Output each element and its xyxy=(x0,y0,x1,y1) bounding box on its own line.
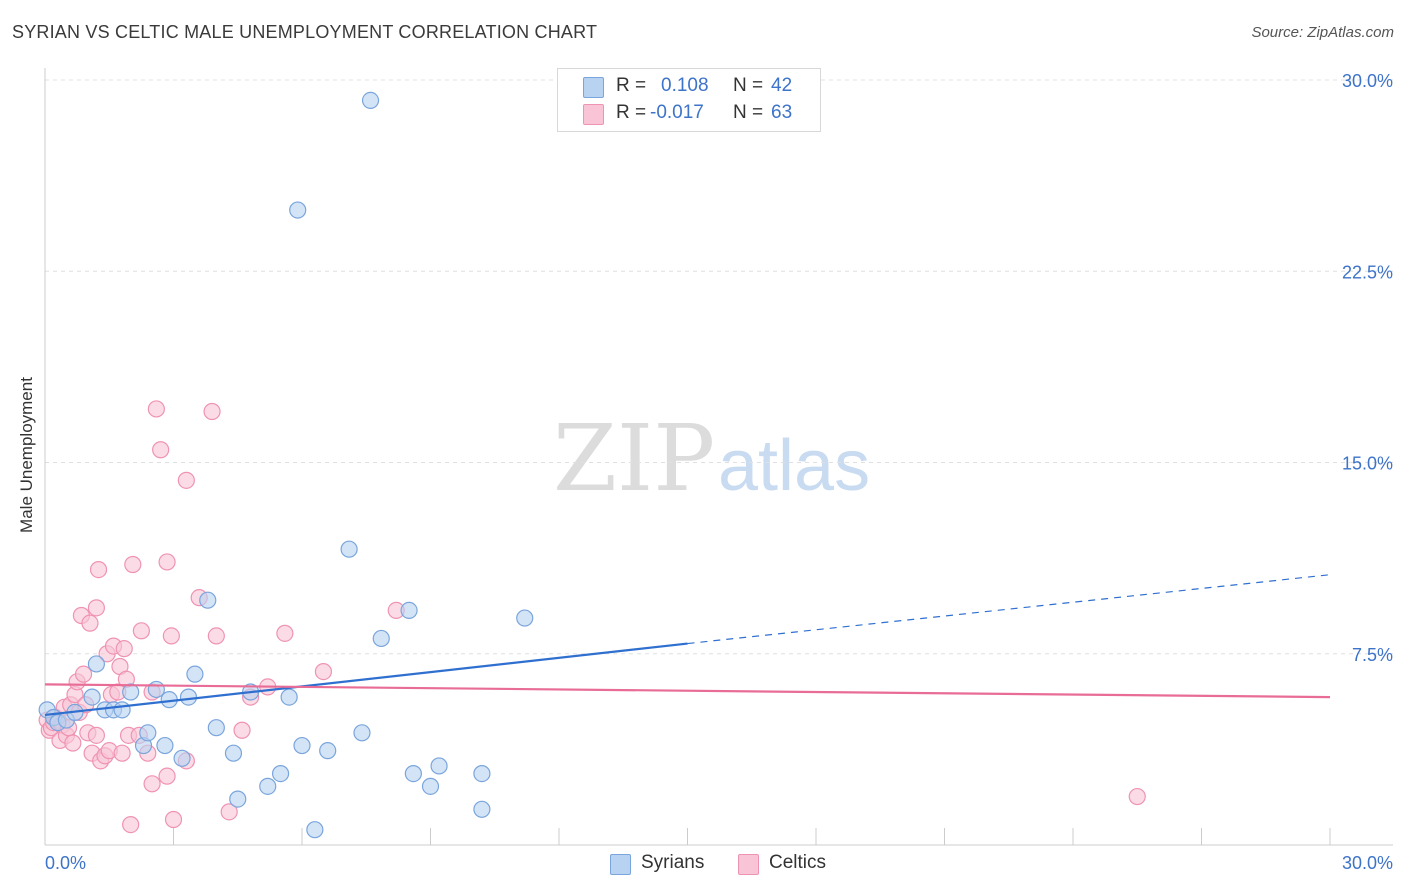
syrians-point xyxy=(473,800,491,818)
watermark-atlas: atlas xyxy=(718,426,870,506)
syrians-point xyxy=(179,688,198,706)
celtics-point xyxy=(143,775,161,793)
y-tick-labels: 7.5% 15.0% 22.5% 30.0% xyxy=(1342,71,1393,665)
celtics-point xyxy=(164,810,183,829)
x-ticks xyxy=(44,828,1331,845)
watermark: ZIP atlas xyxy=(553,405,870,512)
celtics-point xyxy=(81,614,99,632)
legend-swatch-syrians xyxy=(583,77,604,98)
celtics-point xyxy=(220,803,238,821)
celtics-point xyxy=(1128,787,1146,806)
y-tick-label: 15.0% xyxy=(1342,454,1393,474)
x-tick-labels: 0.0% 30.0% xyxy=(45,853,1393,873)
syrians-point xyxy=(122,683,140,701)
syrians-point xyxy=(280,688,298,706)
celtics-point xyxy=(162,627,180,645)
legend-r-value: -0.017 xyxy=(650,102,704,123)
celtics-point xyxy=(207,627,225,645)
gridlines xyxy=(45,79,1393,655)
syrians-series xyxy=(38,91,534,839)
series-label-syrians: Syrians xyxy=(641,852,705,873)
celtics-point xyxy=(158,553,176,571)
syrians-point xyxy=(156,736,174,755)
legend-r-label: R = xyxy=(616,102,647,123)
syrians-point xyxy=(372,629,390,648)
watermark-zip: ZIP xyxy=(553,405,715,512)
celtics-point xyxy=(87,726,106,744)
x-tick-label: 30.0% xyxy=(1342,853,1393,873)
syrians-point xyxy=(186,665,204,683)
source-label: Source: ZipAtlas.com xyxy=(1251,24,1394,41)
series-swatch-celtics xyxy=(738,854,759,875)
celtics-point xyxy=(87,599,106,617)
celtics-trend-line xyxy=(44,683,1331,699)
syrians-point xyxy=(289,201,307,219)
y-tick-label: 30.0% xyxy=(1342,71,1393,91)
celtics-point xyxy=(276,624,294,642)
celtics-point xyxy=(152,441,170,459)
x-tick-label: 0.0% xyxy=(45,853,86,873)
syrians-point xyxy=(319,742,337,760)
syrians-point xyxy=(340,540,358,558)
syrians-point xyxy=(224,744,243,762)
legend-r-value: 0.108 xyxy=(661,75,709,96)
celtics-point xyxy=(115,640,133,658)
syrians-trend-line xyxy=(44,642,688,717)
celtics-point xyxy=(147,400,165,418)
syrians-point xyxy=(353,724,371,742)
series-label-celtics: Celtics xyxy=(769,852,827,873)
y-tick-label: 22.5% xyxy=(1342,262,1393,282)
syrians-point xyxy=(207,719,225,737)
syrians-point xyxy=(293,736,311,755)
syrians-trend-extension xyxy=(687,574,1331,645)
syrians-point xyxy=(430,757,448,775)
celtics-point xyxy=(124,555,142,574)
legend-n-label: N = xyxy=(733,102,764,123)
syrians-point xyxy=(229,790,247,808)
syrians-point xyxy=(259,777,277,795)
y-tick-label: 7.5% xyxy=(1352,645,1393,665)
trend-lines xyxy=(44,574,1331,717)
syrians-point xyxy=(139,724,157,742)
celtics-point xyxy=(158,767,176,785)
celtics-point xyxy=(177,471,195,489)
syrians-point xyxy=(199,591,217,609)
syrians-point xyxy=(404,764,422,783)
celtics-point xyxy=(122,815,140,834)
celtics-point xyxy=(203,402,221,421)
syrians-point xyxy=(400,601,418,620)
celtics-point xyxy=(233,721,251,739)
legend-swatch-celtics xyxy=(583,104,604,125)
syrians-point xyxy=(421,777,440,795)
legend-n-label: N = xyxy=(733,75,764,96)
legend-r-label: R = xyxy=(616,75,647,96)
celtics-point xyxy=(113,744,131,762)
correlation-legend: R = 0.108 N = 42 R = -0.017 N = 63 xyxy=(557,68,821,132)
syrians-point xyxy=(306,821,324,839)
syrians-point xyxy=(113,701,131,719)
syrians-point xyxy=(173,749,191,767)
syrians-point xyxy=(271,764,290,783)
legend-n-value: 63 xyxy=(771,102,793,123)
celtics-point xyxy=(89,560,108,579)
syrians-point xyxy=(83,688,101,706)
syrians-point xyxy=(87,655,106,673)
celtics-point xyxy=(314,662,333,681)
series-swatch-syrians xyxy=(610,854,631,875)
chart-title: SYRIAN VS CELTIC MALE UNEMPLOYMENT CORRE… xyxy=(12,22,598,42)
syrians-point xyxy=(473,764,491,783)
syrians-point xyxy=(516,609,534,627)
celtics-point xyxy=(74,665,93,683)
celtics-point xyxy=(64,734,82,752)
celtics-point xyxy=(132,622,150,640)
legend-n-value: 42 xyxy=(771,75,793,96)
syrians-point xyxy=(361,91,380,110)
